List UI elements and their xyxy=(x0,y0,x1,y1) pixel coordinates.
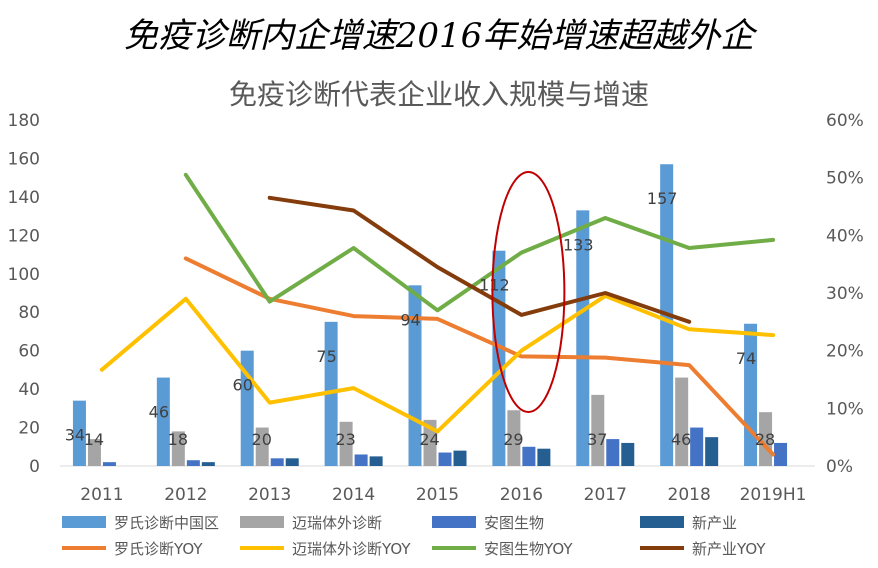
data-label: 24 xyxy=(419,430,439,449)
series-line xyxy=(99,293,776,434)
bar xyxy=(339,421,353,466)
x-tick-label: 2016 xyxy=(500,485,543,505)
bar xyxy=(369,456,383,466)
bar xyxy=(744,323,758,466)
data-label: 46 xyxy=(671,430,691,449)
x-tick-label: 2015 xyxy=(416,485,459,505)
bar xyxy=(621,442,635,466)
y-tick-label: 160 xyxy=(8,149,40,169)
y2-tick-label: 10% xyxy=(826,399,864,419)
x-tick-label: 2011 xyxy=(80,485,123,505)
series-line xyxy=(183,172,776,313)
bar xyxy=(705,437,719,466)
bar xyxy=(453,450,467,466)
y-tick-label: 40 xyxy=(18,380,40,400)
data-label: 60 xyxy=(233,376,253,395)
bar xyxy=(690,427,704,466)
y2-tick-label: 30% xyxy=(826,284,864,304)
y2-tick-label: 40% xyxy=(826,226,864,246)
bar xyxy=(576,210,590,466)
highlight-ellipse xyxy=(491,171,566,413)
legend-swatch xyxy=(640,516,684,528)
y2-tick-label: 0% xyxy=(826,457,853,477)
bar xyxy=(438,452,452,466)
data-label: 157 xyxy=(647,189,678,208)
x-tick-label: 2013 xyxy=(248,485,291,505)
data-label: 46 xyxy=(149,403,169,422)
data-label: 75 xyxy=(316,347,336,366)
bar xyxy=(354,454,368,466)
data-label: 20 xyxy=(252,430,272,449)
legend-swatch xyxy=(62,516,106,528)
bar xyxy=(87,439,101,466)
series-line xyxy=(267,195,692,324)
y-tick-label: 120 xyxy=(8,226,40,246)
data-label: 74 xyxy=(736,349,756,368)
legend-label: 迈瑞体外诊断 xyxy=(292,514,382,532)
data-label: 28 xyxy=(755,430,775,449)
bar xyxy=(72,400,86,466)
bar xyxy=(675,377,689,466)
y2-tick-label: 50% xyxy=(826,169,864,189)
data-label: 112 xyxy=(479,276,510,295)
series-line xyxy=(183,256,776,457)
bar xyxy=(285,458,299,466)
data-label: 94 xyxy=(400,310,420,329)
bar xyxy=(507,410,521,466)
data-label: 23 xyxy=(335,430,355,449)
bar xyxy=(171,431,185,466)
bar xyxy=(606,439,620,466)
y2-tick-label: 60% xyxy=(826,111,864,131)
x-tick-label: 2014 xyxy=(332,485,375,505)
y-tick-label: 180 xyxy=(8,111,40,131)
y-tick-label: 20 xyxy=(18,419,40,439)
data-label: 133 xyxy=(563,235,594,254)
x-tick-label: 2012 xyxy=(164,485,207,505)
y-tick-label: 0 xyxy=(29,457,40,477)
data-label: 34 xyxy=(65,426,85,445)
y-tick-label: 80 xyxy=(18,303,40,323)
y-tick-label: 140 xyxy=(8,188,40,208)
x-tick-label: 2017 xyxy=(584,485,627,505)
legend-swatch xyxy=(240,516,284,528)
bar xyxy=(156,377,170,466)
legend-label: 罗氏诊断YOY xyxy=(114,540,203,558)
legend-label: 新产业 xyxy=(692,514,737,532)
bar xyxy=(270,458,284,466)
legend-label: 罗氏诊断中国区 xyxy=(114,514,219,532)
data-label: 18 xyxy=(168,430,188,449)
y2-tick-label: 20% xyxy=(826,342,864,362)
data-label: 29 xyxy=(503,430,523,449)
bar xyxy=(522,446,536,466)
chart-title: 免疫诊断代表企业收入规模与增速 xyxy=(229,78,649,111)
data-label: 37 xyxy=(587,430,607,449)
y-tick-label: 60 xyxy=(18,342,40,362)
bar xyxy=(537,448,551,466)
legend-swatch xyxy=(432,516,476,528)
x-tick-label: 2019H1 xyxy=(740,485,807,505)
bar xyxy=(774,442,788,466)
y-tick-label: 100 xyxy=(8,265,40,285)
bar xyxy=(186,460,200,466)
bar xyxy=(201,462,215,466)
x-tick-label: 2018 xyxy=(668,485,711,505)
legend-label: 迈瑞体外诊断YOY xyxy=(292,540,411,558)
legend-label: 安图生物 xyxy=(484,514,544,532)
data-label: 14 xyxy=(84,430,104,449)
headline: 免疫诊断内企增速2016年始增速超越外企 xyxy=(123,16,755,56)
bar xyxy=(255,427,269,466)
bar xyxy=(591,394,605,466)
legend-label: 新产业YOY xyxy=(692,540,766,558)
legend-label: 安图生物YOY xyxy=(484,540,573,558)
bar xyxy=(102,462,116,466)
